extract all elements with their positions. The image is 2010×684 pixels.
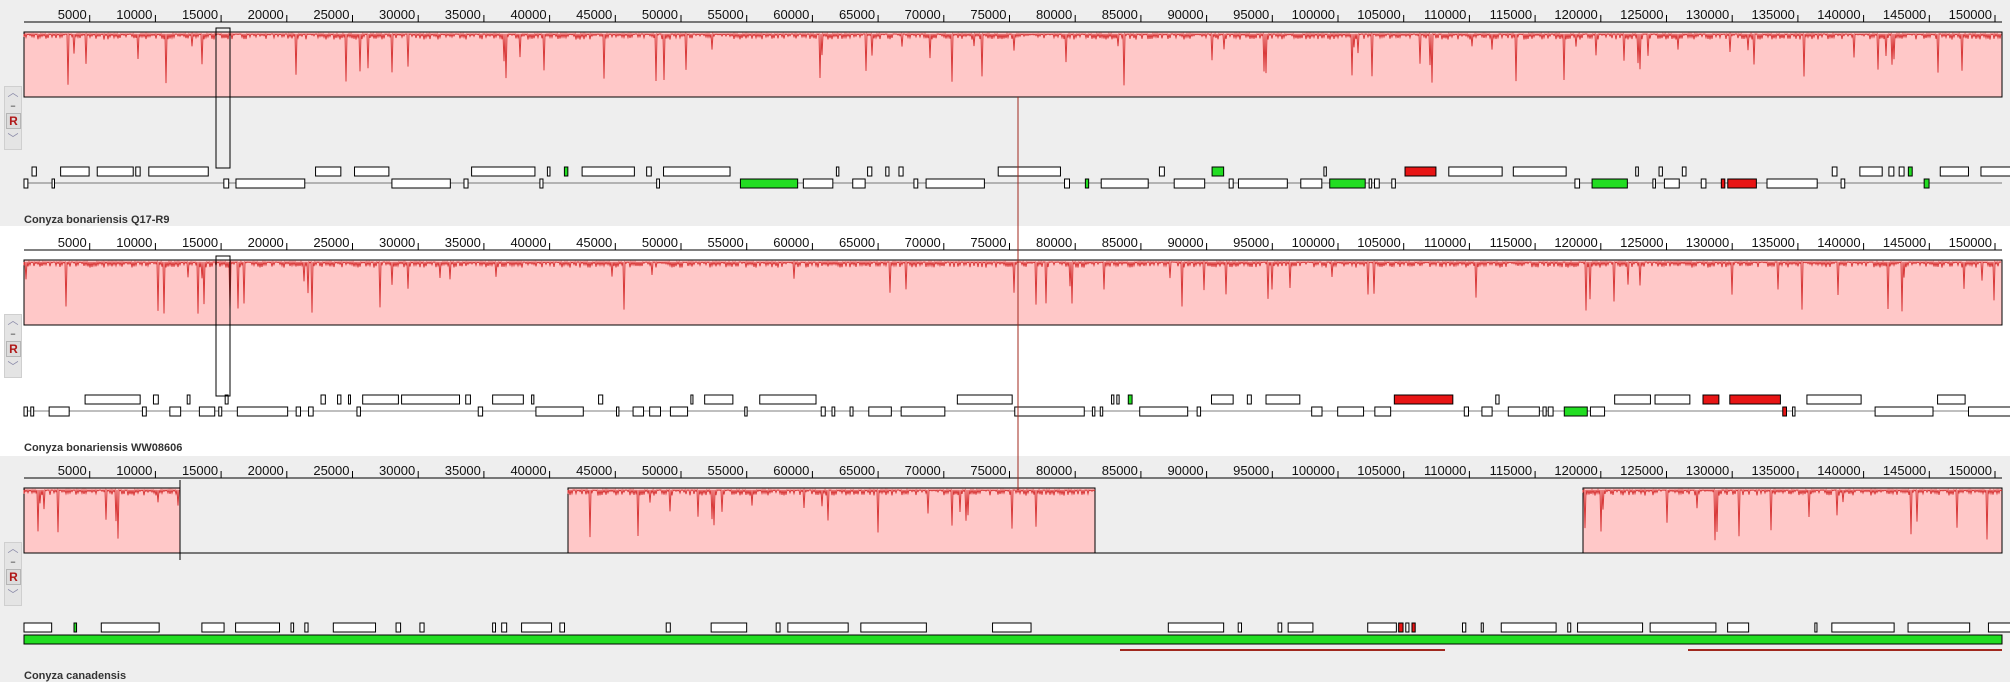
chevron-down-icon[interactable]: ﹀: [7, 588, 19, 601]
chevron-up-icon[interactable]: ︿: [7, 542, 19, 555]
track-controls-3: ︿ – R ﹀: [4, 542, 22, 606]
minus-icon[interactable]: –: [10, 99, 16, 112]
reverse-complement-button[interactable]: R: [6, 113, 21, 129]
chevron-up-icon[interactable]: ︿: [7, 314, 19, 327]
sequence-panel-1: [0, 0, 2010, 226]
chevron-down-icon[interactable]: ﹀: [7, 132, 19, 145]
track-controls-1: ︿ – R ﹀: [4, 86, 22, 150]
minus-icon[interactable]: –: [10, 555, 16, 568]
reverse-complement-button[interactable]: R: [6, 341, 21, 357]
sequence-name-1: Conyza bonariensis Q17-R9: [24, 214, 170, 226]
track-controls-2: ︿ – R ﹀: [4, 314, 22, 378]
sequence-name-2: Conyza bonariensis WW08606: [24, 442, 183, 454]
chevron-up-icon[interactable]: ︿: [7, 86, 19, 99]
chevron-down-icon[interactable]: ﹀: [7, 360, 19, 373]
reverse-complement-button[interactable]: R: [6, 569, 21, 585]
sequence-panel-3: [0, 456, 2010, 682]
sequence-panel-2: [0, 228, 2010, 454]
minus-icon[interactable]: –: [10, 327, 16, 340]
sequence-name-3: Conyza canadensis: [24, 670, 127, 682]
